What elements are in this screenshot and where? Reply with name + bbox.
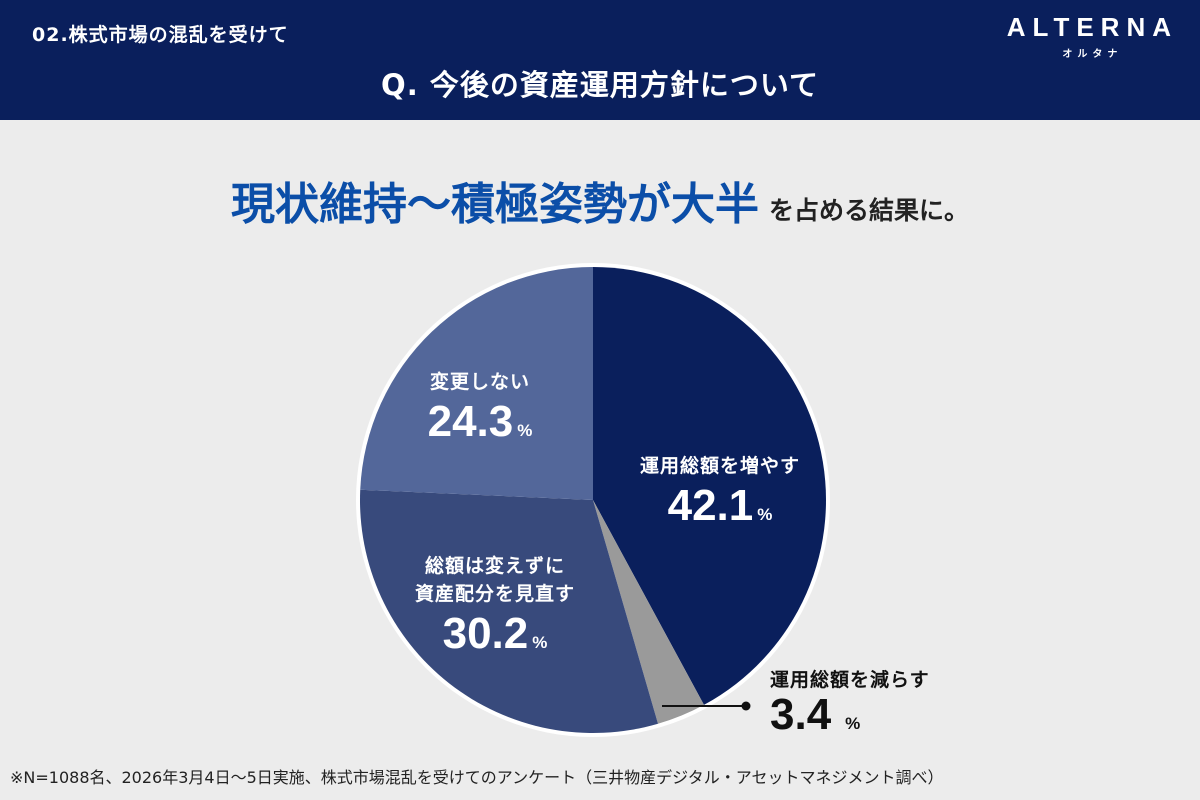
- label-value: 3.4%: [770, 690, 861, 739]
- headline: 現状維持〜積極姿勢が大半 を占める結果に。: [0, 168, 1200, 232]
- label-no-change: 変更しない 24.3%: [400, 368, 560, 457]
- headline-rest: を占める結果に。: [768, 196, 969, 225]
- label-rebalance: 総額は変えずに 資産配分を見直す 30.2%: [395, 552, 595, 669]
- logo-kana: オルタナ: [1062, 49, 1123, 60]
- pie-slice: [593, 267, 826, 705]
- pie-slice: [359, 489, 659, 733]
- pie-slice: [360, 267, 593, 500]
- label-value: 24.3%: [427, 397, 533, 446]
- label-text: 変更しない: [429, 371, 530, 393]
- section-title: 02.株式市場の混乱を受けて: [32, 24, 289, 46]
- brand-logo: ALTERNA オルタナ: [1007, 12, 1178, 60]
- label-text: 運用総額を増やす: [639, 455, 800, 477]
- label-text: 運用総額を減らす: [770, 669, 930, 691]
- label-increase: 運用総額を増やす 42.1%: [620, 452, 820, 541]
- label-value: 30.2%: [442, 609, 548, 658]
- label-text-line2: 資産配分を見直す: [414, 583, 575, 605]
- label-decrease: 運用総額を減らす 3.4%: [770, 665, 930, 747]
- header-banner: 02.株式市場の混乱を受けて Q. 今後の資産運用方針について ALTERNA …: [0, 0, 1200, 120]
- pie-slice: [593, 500, 704, 724]
- question-title: Q. 今後の資産運用方針について: [381, 68, 819, 102]
- footnote: ※N=1088名、2026年3月4日〜5日実施、株式市場混乱を受けてのアンケート…: [10, 768, 944, 787]
- headline-emphasis: 現状維持〜積極姿勢が大半: [230, 179, 759, 230]
- label-value: 42.1%: [667, 481, 773, 530]
- label-text-line1: 総額は変えずに: [424, 555, 565, 577]
- logo-text: ALTERNA: [1006, 12, 1178, 42]
